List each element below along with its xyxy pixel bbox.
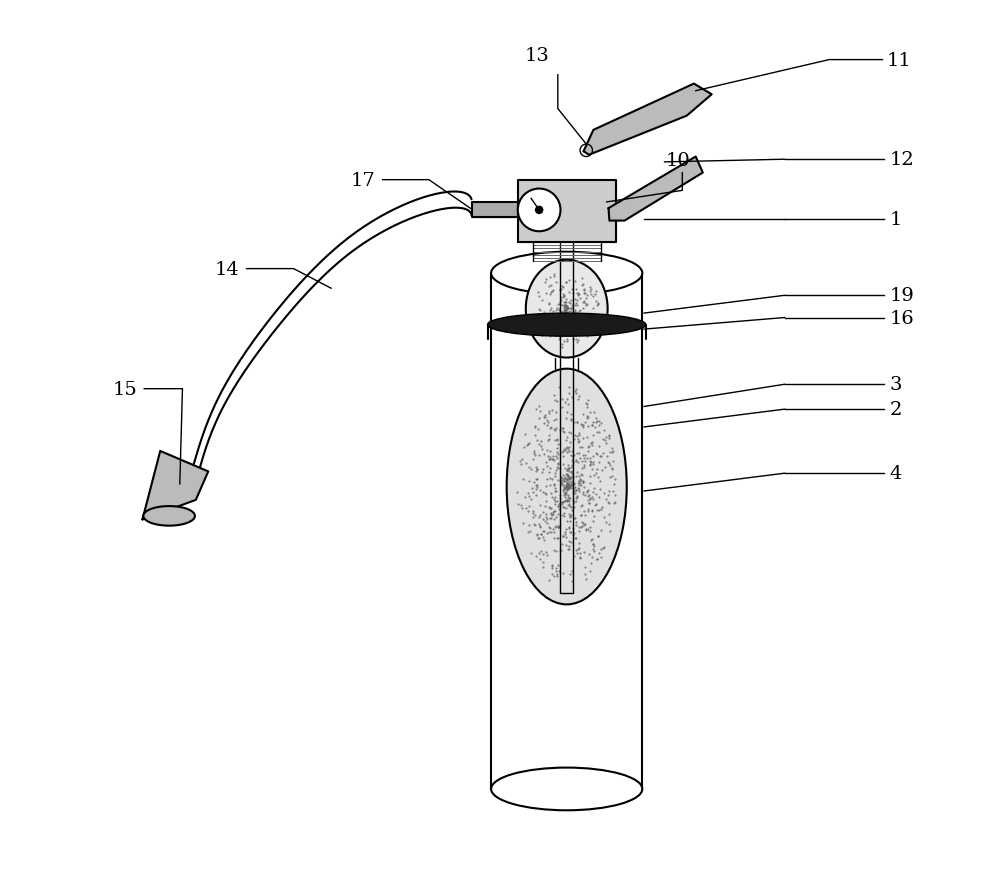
- Text: 15: 15: [112, 380, 137, 398]
- Text: 2: 2: [890, 401, 902, 418]
- Text: 14: 14: [215, 260, 239, 278]
- Text: 12: 12: [890, 151, 914, 169]
- Text: 10: 10: [666, 152, 690, 170]
- Ellipse shape: [526, 260, 608, 358]
- Ellipse shape: [488, 314, 646, 337]
- Ellipse shape: [143, 507, 195, 526]
- Text: 3: 3: [890, 375, 902, 393]
- Ellipse shape: [491, 768, 642, 810]
- Polygon shape: [472, 203, 518, 218]
- Polygon shape: [609, 157, 703, 222]
- Polygon shape: [584, 85, 712, 156]
- Ellipse shape: [491, 252, 642, 295]
- Text: 19: 19: [890, 287, 914, 305]
- Polygon shape: [518, 181, 616, 242]
- Text: 4: 4: [890, 465, 902, 483]
- Text: 16: 16: [890, 309, 914, 327]
- Circle shape: [518, 190, 560, 232]
- Polygon shape: [142, 451, 208, 519]
- Text: 17: 17: [351, 172, 375, 190]
- Text: 11: 11: [887, 52, 912, 70]
- Text: 13: 13: [525, 47, 550, 65]
- Ellipse shape: [507, 369, 627, 604]
- Circle shape: [536, 207, 543, 215]
- Text: 1: 1: [890, 211, 902, 229]
